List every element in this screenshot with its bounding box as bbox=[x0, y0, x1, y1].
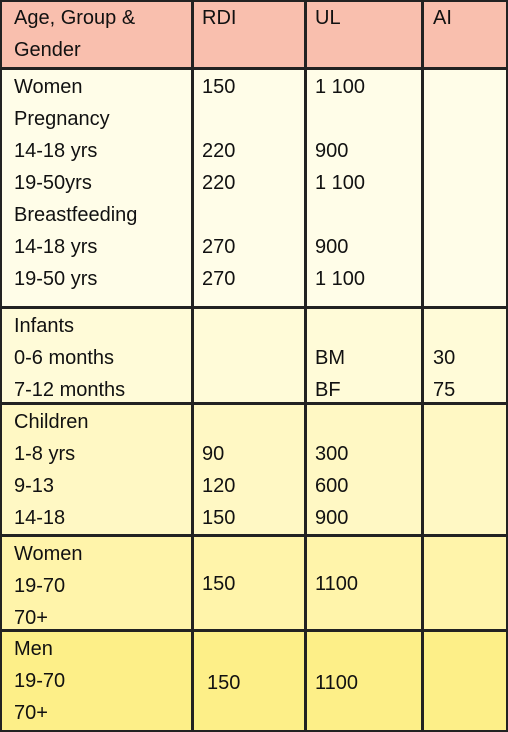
row-label: 14-18 yrs bbox=[14, 236, 98, 258]
rdi-value: 220 bbox=[202, 172, 236, 194]
row-label: 7-12 months bbox=[14, 379, 126, 401]
row-label: 9-13 bbox=[14, 475, 55, 497]
row-label: 70+ bbox=[14, 607, 48, 629]
rdi-value: 270 bbox=[202, 236, 236, 258]
rdi-value: 270 bbox=[202, 268, 236, 290]
row-border bbox=[0, 306, 508, 309]
row-label: 19-50 yrs bbox=[14, 268, 98, 290]
row-label: Pregnancy bbox=[14, 108, 110, 130]
column-border bbox=[304, 0, 307, 732]
rdi-value: 90 bbox=[202, 443, 225, 465]
row-label: Men bbox=[14, 638, 53, 660]
ul-value: BF bbox=[315, 379, 341, 401]
row-label: 14-18 yrs bbox=[14, 140, 98, 162]
row-border bbox=[0, 402, 508, 405]
rdi-value: 150 bbox=[202, 507, 236, 529]
row-label: 19-70 bbox=[14, 670, 66, 692]
ai-value: 30 bbox=[433, 347, 456, 369]
row-border bbox=[0, 534, 508, 537]
header-cell: UL bbox=[315, 7, 341, 29]
ul-value: 900 bbox=[315, 140, 349, 162]
row-label: Infants bbox=[14, 315, 75, 337]
ul-value: 900 bbox=[315, 507, 349, 529]
row-label: Breastfeeding bbox=[14, 204, 138, 226]
ul-value: 600 bbox=[315, 475, 349, 497]
header-cell: Age, Group & Gender bbox=[14, 7, 136, 61]
row-label: Children bbox=[14, 411, 89, 433]
ul-value: 900 bbox=[315, 236, 349, 258]
rdi-value: 150 bbox=[202, 573, 236, 595]
rdi-value: 120 bbox=[202, 475, 236, 497]
column-border bbox=[191, 0, 194, 732]
row-label: 19-70 bbox=[14, 575, 66, 597]
row-label: 14-18 bbox=[14, 507, 66, 529]
ul-value: 1 100 bbox=[315, 268, 366, 290]
ul-value: 1100 bbox=[315, 671, 359, 694]
header-cell: AI bbox=[433, 7, 452, 29]
row-label: Women bbox=[14, 543, 83, 565]
ul-value: 1100 bbox=[315, 573, 359, 595]
row-label: Women bbox=[14, 76, 83, 98]
row-label: 1-8 yrs bbox=[14, 443, 76, 465]
ul-value: 300 bbox=[315, 443, 349, 465]
rdi-value: 150 bbox=[202, 76, 236, 98]
row-label: 70+ bbox=[14, 702, 48, 724]
ul-value: 1 100 bbox=[315, 76, 366, 98]
header-cell: RDI bbox=[202, 7, 237, 29]
ul-value: 1 100 bbox=[315, 172, 366, 194]
ai-value: 75 bbox=[433, 379, 456, 401]
rdi-value: 150 bbox=[207, 671, 241, 694]
row-border bbox=[0, 67, 508, 70]
ul-value: BM bbox=[315, 347, 345, 369]
row-label: 0-6 months bbox=[14, 347, 115, 369]
rdi-value: 220 bbox=[202, 140, 236, 162]
column-border bbox=[421, 0, 424, 732]
row-border bbox=[0, 629, 508, 632]
row-label: 19-50yrs bbox=[14, 172, 92, 194]
